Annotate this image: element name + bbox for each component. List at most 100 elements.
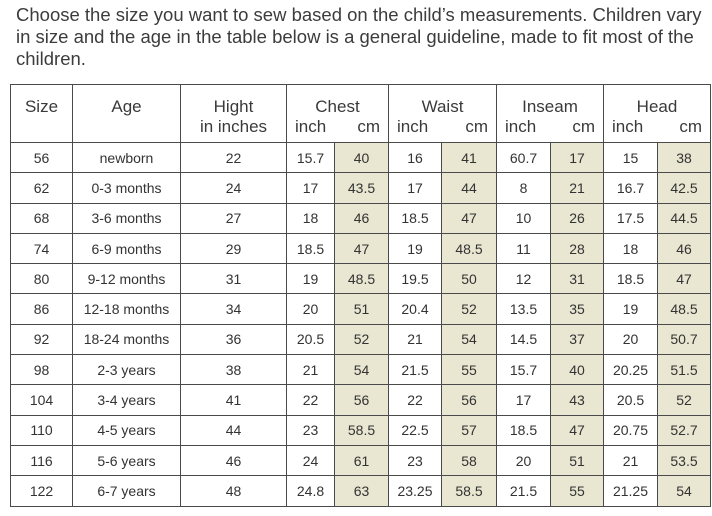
cell-size: 68 <box>10 202 73 234</box>
cell-hight: 46 <box>180 444 287 477</box>
cell-waist-inch: 22 <box>388 384 442 416</box>
cell-inseam-cm: 37 <box>550 323 604 356</box>
cell-waist-cm: 57 <box>441 414 497 446</box>
cell-waist-cm: 47 <box>441 202 497 234</box>
cell-inseam-cm: 21 <box>550 172 604 204</box>
header-waist-label: Waist <box>421 97 464 116</box>
table-row: 122 6-7 years 48 24.8 63 23.25 58.5 21.5 55 21.25… <box>10 475 711 507</box>
cell-chest-inch: 15.7 <box>286 141 335 174</box>
cell-inseam-inch: 12 <box>496 263 551 295</box>
cell-hight: 48 <box>180 475 287 507</box>
header-waist-inch: inch <box>397 117 429 136</box>
cell-waist-cm: 58 <box>441 444 497 477</box>
header-chest-cm: cm <box>357 117 380 136</box>
cell-age: 9-12 months <box>72 263 181 295</box>
cell-head-cm: 42.5 <box>657 172 711 204</box>
cell-chest-cm: 58.5 <box>334 414 389 446</box>
cell-waist-inch: 18.5 <box>388 202 442 234</box>
cell-head-inch: 16.7 <box>603 172 658 204</box>
cell-chest-inch: 20.5 <box>286 323 335 356</box>
cell-waist-cm: 48.5 <box>441 232 497 265</box>
cell-chest-inch: 18.5 <box>286 232 335 265</box>
cell-head-cm: 48.5 <box>657 293 711 325</box>
cell-inseam-inch: 14.5 <box>496 323 551 356</box>
cell-waist-inch: 22.5 <box>388 414 442 446</box>
cell-size: 80 <box>10 263 73 295</box>
cell-waist-inch: 20.4 <box>388 293 442 325</box>
cell-chest-cm: 48.5 <box>334 263 389 295</box>
cell-inseam-cm: 31 <box>550 263 604 295</box>
cell-hight: 27 <box>180 202 287 234</box>
cell-age: 3-6 months <box>72 202 181 234</box>
cell-age: 5-6 years <box>72 444 181 477</box>
cell-size: 122 <box>10 475 73 507</box>
header-head-inch: inch <box>612 117 644 136</box>
cell-waist-cm: 50 <box>441 263 497 295</box>
cell-inseam-cm: 17 <box>550 141 604 174</box>
table-row: 62 0-3 months 24 17 43.5 17 44 8 21 16.7 42.5 <box>10 172 711 204</box>
cell-age: 0-3 months <box>72 172 181 204</box>
cell-inseam-inch: 60.7 <box>496 141 551 174</box>
cell-age: 6-9 months <box>72 232 181 265</box>
cell-waist-inch: 21 <box>388 323 442 356</box>
cell-hight: 36 <box>180 323 287 356</box>
intro-text: Choose the size you want to sew based on… <box>16 4 702 69</box>
cell-waist-cm: 58.5 <box>441 475 497 507</box>
header-size: Size <box>10 84 73 143</box>
cell-chest-cm: 47 <box>334 232 389 265</box>
cell-chest-inch: 24.8 <box>286 475 335 507</box>
header-inseam: Inseam inch cm <box>496 84 604 143</box>
cell-hight: 41 <box>180 384 287 416</box>
cell-head-cm: 52 <box>657 384 711 416</box>
table-row: 110 4-5 years 44 23 58.5 22.5 57 18.5 47 20.75 52.… <box>10 414 711 446</box>
cell-inseam-cm: 28 <box>550 232 604 265</box>
cell-inseam-cm: 55 <box>550 475 604 507</box>
cell-chest-inch: 23 <box>286 414 335 446</box>
table-row: 86 12-18 months 34 20 51 20.4 52 13.5 35 19 48.5 <box>10 293 711 325</box>
table-row: 80 9-12 months 31 19 48.5 19.5 50 12 31 18.5 47 <box>10 263 711 295</box>
cell-size: 110 <box>10 414 73 446</box>
size-chart-table: Size Age Hight in inches Chest inch cm W… <box>10 84 711 507</box>
cell-inseam-cm: 51 <box>550 444 604 477</box>
cell-waist-cm: 44 <box>441 172 497 204</box>
header-age: Age <box>72 84 181 143</box>
cell-head-inch: 19 <box>603 293 658 325</box>
header-hight: Hight in inches <box>180 84 287 143</box>
cell-head-inch: 17.5 <box>603 202 658 234</box>
cell-waist-cm: 52 <box>441 293 497 325</box>
cell-size: 98 <box>10 354 73 386</box>
cell-chest-cm: 56 <box>334 384 389 416</box>
table-body: 56 newborn 22 15.7 40 16 41 60.7 17 15 38 62 0-3 mon… <box>10 141 711 507</box>
cell-inseam-inch: 10 <box>496 202 551 234</box>
cell-chest-inch: 18 <box>286 202 335 234</box>
header-head-label: Head <box>636 97 678 116</box>
cell-head-cm: 44.5 <box>657 202 711 234</box>
cell-head-cm: 53.5 <box>657 444 711 477</box>
cell-inseam-inch: 15.7 <box>496 354 551 386</box>
cell-inseam-cm: 47 <box>550 414 604 446</box>
cell-size: 104 <box>10 384 73 416</box>
cell-waist-inch: 21.5 <box>388 354 442 386</box>
cell-head-inch: 20.75 <box>603 414 658 446</box>
cell-inseam-inch: 18.5 <box>496 414 551 446</box>
cell-waist-cm: 54 <box>441 323 497 356</box>
cell-size: 116 <box>10 444 73 477</box>
cell-inseam-inch: 8 <box>496 172 551 204</box>
cell-age: 4-5 years <box>72 414 181 446</box>
cell-chest-cm: 40 <box>334 141 389 174</box>
cell-waist-inch: 23.25 <box>388 475 442 507</box>
cell-head-inch: 18.5 <box>603 263 658 295</box>
cell-size: 86 <box>10 293 73 325</box>
cell-chest-cm: 63 <box>334 475 389 507</box>
cell-chest-inch: 17 <box>286 172 335 204</box>
cell-inseam-inch: 17 <box>496 384 551 416</box>
cell-head-inch: 20.5 <box>603 384 658 416</box>
table-row: 68 3-6 months 27 18 46 18.5 47 10 26 17.5 44.5 <box>10 202 711 234</box>
cell-head-cm: 52.7 <box>657 414 711 446</box>
header-inseam-cm: cm <box>572 117 595 136</box>
cell-size: 74 <box>10 232 73 265</box>
header-inseam-inch: inch <box>505 117 537 136</box>
header-waist-cm: cm <box>465 117 488 136</box>
cell-inseam-inch: 13.5 <box>496 293 551 325</box>
cell-chest-inch: 22 <box>286 384 335 416</box>
